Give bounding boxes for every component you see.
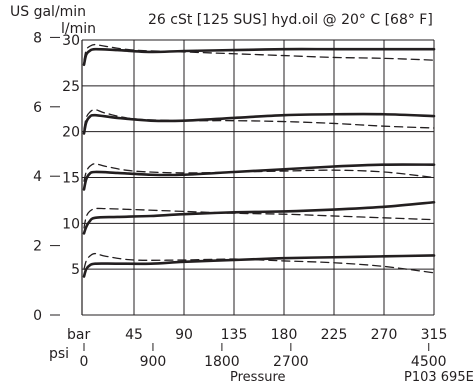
chart-title: 26 cSt [125 SUS] hyd.oil @ 20° C [68° F] bbox=[148, 12, 433, 28]
x-tick-label-bar: 45 bbox=[125, 327, 143, 343]
ticks-group: 5 10 15 20 25 30 0 2 4 6 8 45 90 135 180 225 270 315 0 900 1… bbox=[33, 30, 447, 370]
x-tick-label-psi: 0 bbox=[80, 354, 89, 370]
x-tick-label-bar: 315 bbox=[421, 327, 448, 343]
y-axis-label-lpm: l/min bbox=[61, 21, 96, 37]
y-tick-label-gpm: 0 bbox=[33, 308, 42, 324]
series-line-dashed-3 bbox=[83, 207, 435, 229]
y-tick-label-lpm: 10 bbox=[62, 216, 80, 232]
series-line-solid-2 bbox=[82, 200, 436, 235]
x-tick-label-bar: 90 bbox=[175, 327, 193, 343]
y-tick-label-lpm: 30 bbox=[62, 33, 80, 49]
y-tick-label-lpm: 20 bbox=[62, 125, 80, 141]
series-line-solid-4 bbox=[82, 163, 436, 191]
x-tick-label-bar: 135 bbox=[221, 327, 248, 343]
plot-frame bbox=[81, 40, 435, 316]
x-tick-label-psi: 1800 bbox=[204, 354, 240, 370]
y-tick-label-gpm: 6 bbox=[33, 100, 42, 116]
x-unit-bar: bar bbox=[67, 327, 90, 343]
series-line-dashed-5 bbox=[83, 163, 435, 182]
series-line-dashed-9 bbox=[83, 43, 435, 61]
y-tick-label-gpm: 8 bbox=[33, 30, 42, 46]
x-tick-label-psi: 4500 bbox=[411, 354, 447, 370]
series-line-solid-0 bbox=[82, 254, 436, 278]
series-group bbox=[82, 43, 436, 278]
y-tick-label-gpm: 2 bbox=[33, 239, 42, 255]
x-tick-label-psi: 2700 bbox=[273, 354, 309, 370]
series-line-dashed-7 bbox=[83, 109, 435, 130]
x-unit-psi: psi bbox=[49, 346, 69, 362]
y-axis-label-gpm: US gal/min bbox=[10, 4, 86, 20]
x-axis-label: Pressure bbox=[230, 370, 286, 385]
x-tick-label-bar: 180 bbox=[271, 327, 298, 343]
figure-id: P103 695E bbox=[404, 370, 474, 385]
y-tick-label-lpm: 25 bbox=[62, 79, 80, 95]
x-tick-label-bar: 270 bbox=[371, 327, 398, 343]
series-line-solid-6 bbox=[82, 112, 436, 135]
y-tick-label-lpm: 5 bbox=[71, 262, 80, 278]
grid bbox=[82, 39, 434, 315]
x-tick-label-psi: 900 bbox=[140, 354, 167, 370]
y-tick-label-lpm: 15 bbox=[62, 171, 80, 187]
labels-group: 26 cSt [125 SUS] hyd.oil @ 20° C [68° F]… bbox=[10, 4, 474, 385]
y-tick-label-gpm: 4 bbox=[33, 169, 42, 185]
series-line-solid-8 bbox=[82, 47, 436, 67]
series-line-dashed-1 bbox=[83, 252, 435, 274]
x-tick-label-bar: 225 bbox=[321, 327, 348, 343]
